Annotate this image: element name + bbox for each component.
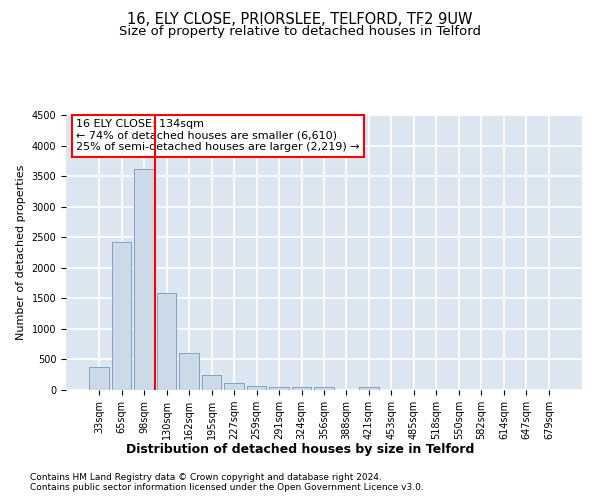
Bar <box>202 376 221 390</box>
Bar <box>247 386 266 390</box>
Bar <box>112 242 131 390</box>
Text: Distribution of detached houses by size in Telford: Distribution of detached houses by size … <box>126 442 474 456</box>
Y-axis label: Number of detached properties: Number of detached properties <box>16 165 26 340</box>
Text: Size of property relative to detached houses in Telford: Size of property relative to detached ho… <box>119 25 481 38</box>
Text: Contains HM Land Registry data © Crown copyright and database right 2024.: Contains HM Land Registry data © Crown c… <box>30 472 382 482</box>
Bar <box>359 387 379 390</box>
Text: 16 ELY CLOSE: 134sqm
← 74% of detached houses are smaller (6,610)
25% of semi-de: 16 ELY CLOSE: 134sqm ← 74% of detached h… <box>76 119 360 152</box>
Bar <box>269 387 289 390</box>
Bar <box>89 367 109 390</box>
Text: 16, ELY CLOSE, PRIORSLEE, TELFORD, TF2 9UW: 16, ELY CLOSE, PRIORSLEE, TELFORD, TF2 9… <box>127 12 473 28</box>
Bar <box>224 384 244 390</box>
Bar <box>157 294 176 390</box>
Bar <box>179 354 199 390</box>
Bar <box>314 387 334 390</box>
Bar <box>134 169 154 390</box>
Text: Contains public sector information licensed under the Open Government Licence v3: Contains public sector information licen… <box>30 484 424 492</box>
Bar <box>292 387 311 390</box>
